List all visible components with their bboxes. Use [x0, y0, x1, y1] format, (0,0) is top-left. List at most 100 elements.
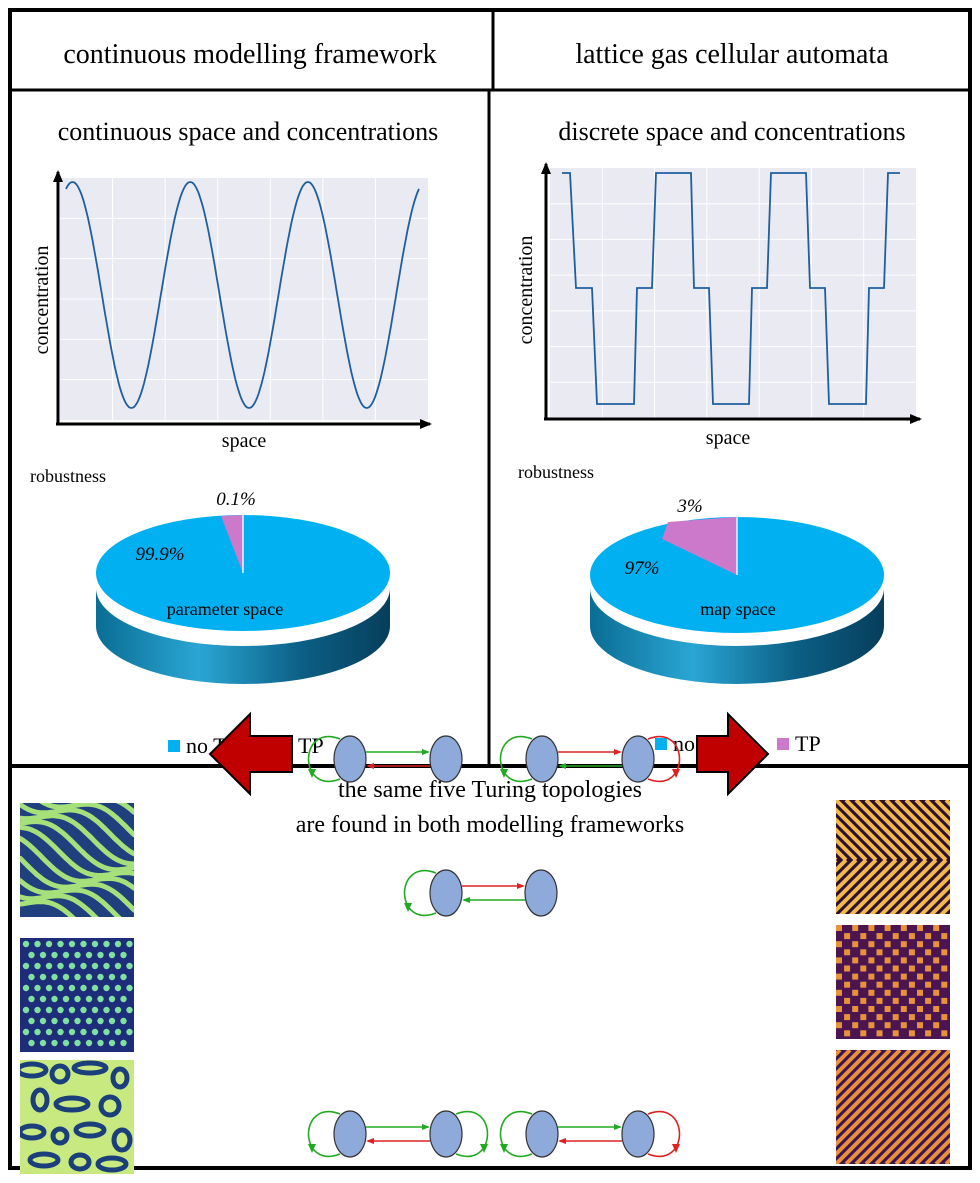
- pattern-cell: [892, 997, 899, 1004]
- pattern-spot: [108, 1039, 116, 1047]
- pattern-cell: [908, 997, 915, 1004]
- pattern-stripe: [934, 800, 950, 817]
- pattern-stripe: [836, 1050, 912, 1127]
- pattern-cell: [884, 1022, 891, 1029]
- network-loop-arrowhead: [308, 769, 316, 778]
- pattern-spot: [126, 940, 133, 948]
- pattern-cell: [860, 981, 867, 988]
- pattern-left-spots: [20, 938, 134, 1052]
- pattern-cell: [892, 949, 899, 956]
- pattern-spot: [80, 962, 87, 970]
- pattern-right-diagonal: [836, 1050, 950, 1164]
- pattern-spot: [62, 1017, 70, 1025]
- pattern-cell: [925, 949, 932, 956]
- pattern-cell: [900, 989, 907, 996]
- pattern-cell: [868, 1006, 875, 1012]
- pattern-stripe: [919, 883, 950, 914]
- pattern-cell: [917, 925, 923, 931]
- pattern-spot: [97, 951, 104, 959]
- pattern-cell: [860, 1030, 867, 1037]
- network-node: [524, 869, 558, 917]
- pattern-spot: [80, 984, 87, 992]
- network-node: [525, 735, 559, 783]
- pattern-stripe: [20, 855, 134, 913]
- network-self-loop: [403, 869, 437, 917]
- pattern-blob: [111, 1127, 133, 1153]
- pattern-stripe: [874, 1087, 950, 1164]
- pattern-stripe: [884, 800, 948, 862]
- pattern-blob: [98, 1094, 122, 1118]
- pattern-cell: [933, 989, 940, 996]
- pattern-spot: [28, 951, 35, 959]
- pattern-blob: [20, 1123, 47, 1141]
- pattern-stripe: [836, 1050, 842, 1057]
- right-xlabel: space: [706, 427, 751, 449]
- pattern-spot: [114, 1006, 122, 1014]
- pattern-stripe: [924, 1137, 950, 1164]
- pattern-spot: [126, 962, 133, 970]
- pattern-stripe: [949, 913, 950, 914]
- pattern-spot: [22, 1006, 30, 1014]
- pattern-stripe: [894, 1107, 950, 1164]
- pattern-cell: [876, 949, 883, 956]
- pattern-cell: [852, 925, 859, 931]
- pattern-stripe: [836, 1050, 892, 1107]
- pattern-spot: [85, 1017, 93, 1025]
- left-legend-tp: TP: [298, 733, 324, 758]
- pattern-spot: [45, 940, 53, 948]
- pattern-cell: [884, 941, 891, 948]
- pattern-blob: [49, 1063, 71, 1085]
- pattern-clip: [20, 803, 134, 917]
- pattern-stripe: [836, 1050, 872, 1087]
- pattern-spot: [85, 995, 93, 1003]
- pattern-spot: [114, 962, 122, 970]
- pattern-blob: [27, 1151, 61, 1169]
- pattern-cell: [836, 973, 842, 980]
- right-legend-swatch-tp: [777, 738, 789, 750]
- pattern-stripe: [836, 1050, 942, 1157]
- pattern-spot: [103, 1006, 110, 1014]
- pattern-stripe: [869, 858, 928, 914]
- pattern-stripe: [836, 858, 858, 883]
- pattern-spot: [51, 1017, 58, 1025]
- pattern-clip: [836, 1050, 950, 1164]
- caption-line-2: are found in both modelling frameworks: [296, 812, 685, 838]
- pattern-cell: [844, 1030, 851, 1037]
- right-header-title: lattice gas cellular automata: [575, 39, 889, 70]
- pattern-stripe: [836, 860, 838, 863]
- pattern-spot: [91, 962, 99, 970]
- pattern-stripe: [836, 858, 868, 893]
- pattern-spot: [74, 951, 81, 959]
- network-self-loop: [499, 735, 533, 783]
- pattern-cell: [884, 973, 891, 980]
- pattern-spot: [74, 995, 81, 1003]
- right-legend-swatch-no-tp: [655, 738, 667, 750]
- pattern-stripe: [756, 800, 816, 860]
- pattern-stripe: [836, 1050, 922, 1137]
- pattern-cell: [908, 933, 915, 940]
- pattern-stripe: [836, 857, 838, 860]
- pattern-spot: [91, 1028, 99, 1036]
- pattern-cell: [876, 1030, 883, 1037]
- pattern-cell: [852, 1006, 859, 1012]
- pattern-stripe: [874, 800, 938, 862]
- pattern-left-labyrinth: [20, 803, 134, 917]
- pattern-spot: [45, 1006, 53, 1014]
- pattern-cell: [876, 965, 883, 972]
- pattern-cell: [868, 941, 875, 948]
- pattern-spot: [62, 951, 70, 959]
- pattern-stripe: [836, 817, 878, 862]
- pattern-cell: [852, 989, 859, 996]
- right-pie-no-tp-label: 97%: [625, 558, 660, 579]
- pattern-stripe: [836, 1050, 932, 1147]
- pattern-cell: [836, 1022, 842, 1029]
- pattern-spot: [57, 1006, 64, 1014]
- pattern-spot: [22, 984, 30, 992]
- pattern-cell: [876, 933, 883, 940]
- pattern-spot: [57, 984, 64, 992]
- pattern-cell: [908, 1014, 915, 1021]
- pattern-stripe: [20, 878, 122, 917]
- pattern-spot: [91, 984, 99, 992]
- pattern-blob: [95, 1155, 129, 1173]
